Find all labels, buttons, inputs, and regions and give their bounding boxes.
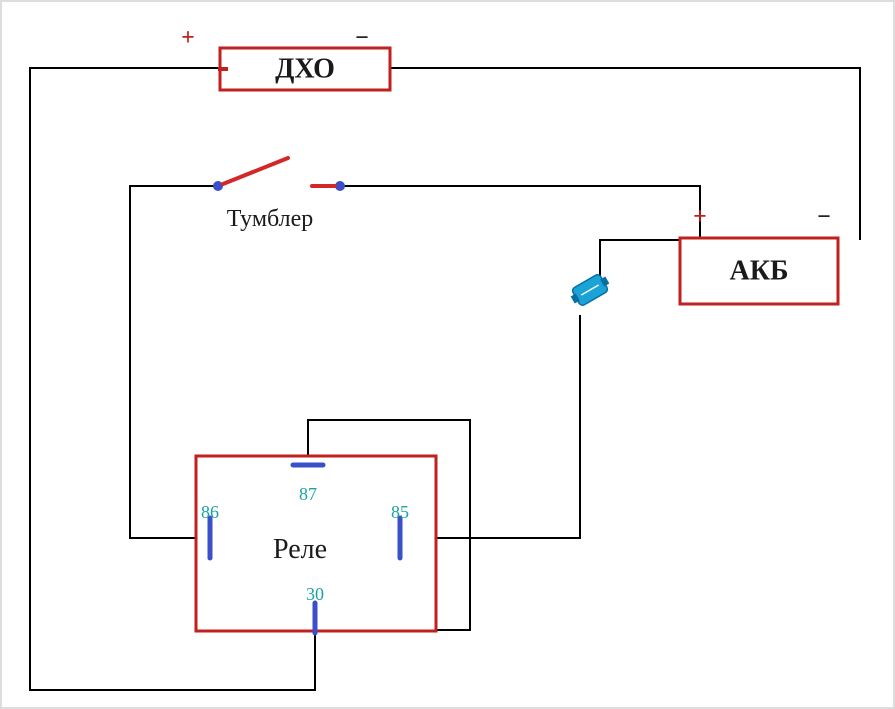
switch-label: Тумблер bbox=[227, 206, 314, 232]
akb-plus: + bbox=[693, 204, 707, 230]
dho-minus: − bbox=[355, 25, 369, 51]
wire-switch_right_to_akb_plus bbox=[340, 186, 700, 240]
outer-frame bbox=[1, 1, 894, 708]
akb-label: АКБ bbox=[729, 256, 788, 287]
switch-lever bbox=[223, 158, 288, 184]
relay-label: Реле bbox=[273, 534, 327, 565]
dho-plus: + bbox=[181, 25, 195, 51]
wire-dho_minus_to_akb_minus bbox=[390, 68, 860, 240]
dho-label: ДХО bbox=[275, 54, 335, 85]
switch-node-left bbox=[213, 181, 223, 191]
fuse-icon bbox=[568, 271, 613, 308]
wire-fuse_to_akb_plus bbox=[600, 240, 685, 276]
relay-pin-label-85: 85 bbox=[391, 502, 409, 522]
relay-pin-label-86: 86 bbox=[201, 502, 219, 522]
relay-pin-label-30: 30 bbox=[306, 584, 324, 604]
relay-pin-label-87: 87 bbox=[299, 484, 317, 504]
akb-minus: − bbox=[817, 204, 831, 230]
